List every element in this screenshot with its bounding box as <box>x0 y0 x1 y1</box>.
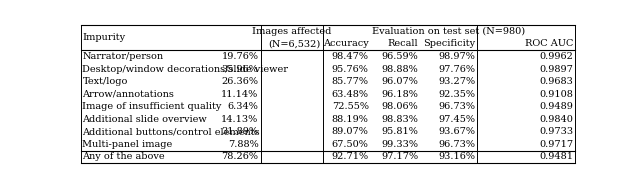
Text: 95.76%: 95.76% <box>332 65 369 73</box>
Text: 78.26%: 78.26% <box>221 152 259 162</box>
Text: 26.36%: 26.36% <box>221 77 259 86</box>
Text: 98.97%: 98.97% <box>438 52 476 61</box>
Text: 93.16%: 93.16% <box>438 152 476 162</box>
Text: Recall: Recall <box>388 39 419 48</box>
Text: 0.9489: 0.9489 <box>540 102 573 111</box>
Text: 11.14%: 11.14% <box>221 90 259 99</box>
Text: 0.9108: 0.9108 <box>540 90 573 99</box>
Text: 0.9897: 0.9897 <box>540 65 573 73</box>
Text: 0.9683: 0.9683 <box>540 77 573 86</box>
Text: ROC AUC: ROC AUC <box>525 39 573 48</box>
Text: 96.59%: 96.59% <box>381 52 419 61</box>
Text: 7.88%: 7.88% <box>228 140 259 149</box>
Text: Any of the above: Any of the above <box>83 152 165 162</box>
Text: Specificity: Specificity <box>423 39 476 48</box>
Text: Additional buttons/control elements: Additional buttons/control elements <box>83 127 260 136</box>
Text: 98.47%: 98.47% <box>332 52 369 61</box>
Text: 89.07%: 89.07% <box>332 127 369 136</box>
Text: 97.17%: 97.17% <box>381 152 419 162</box>
Text: 88.19%: 88.19% <box>332 115 369 124</box>
Text: Additional slide overview: Additional slide overview <box>83 115 207 124</box>
Text: Arrow/annotations: Arrow/annotations <box>83 90 174 99</box>
Text: 0.9481: 0.9481 <box>540 152 573 162</box>
Text: Desktop/window decorations/slide viewer: Desktop/window decorations/slide viewer <box>83 65 289 73</box>
Text: 63.48%: 63.48% <box>332 90 369 99</box>
Text: 93.67%: 93.67% <box>438 127 476 136</box>
Text: 98.88%: 98.88% <box>381 65 419 73</box>
Text: 0.9840: 0.9840 <box>540 115 573 124</box>
Text: Evaluation on test set (N=980): Evaluation on test set (N=980) <box>372 27 525 36</box>
Text: 14.13%: 14.13% <box>221 115 259 124</box>
Text: 6.34%: 6.34% <box>228 102 259 111</box>
Text: 0.9962: 0.9962 <box>540 52 573 61</box>
Text: 31.89%: 31.89% <box>221 127 259 136</box>
Text: 72.55%: 72.55% <box>332 102 369 111</box>
Text: Image of insufficient quality: Image of insufficient quality <box>83 102 222 111</box>
Text: 99.33%: 99.33% <box>381 140 419 149</box>
Text: 67.50%: 67.50% <box>332 140 369 149</box>
Text: 35.96%: 35.96% <box>221 65 259 73</box>
Text: Text/logo: Text/logo <box>83 77 128 86</box>
Text: Accuracy: Accuracy <box>323 39 369 48</box>
Text: Multi-panel image: Multi-panel image <box>83 140 173 149</box>
Text: 98.06%: 98.06% <box>381 102 419 111</box>
Text: 0.9717: 0.9717 <box>540 140 573 149</box>
Text: Images affected: Images affected <box>252 27 332 36</box>
Text: 96.73%: 96.73% <box>438 140 476 149</box>
Text: 96.18%: 96.18% <box>381 90 419 99</box>
Text: 97.45%: 97.45% <box>438 115 476 124</box>
Text: Impurity: Impurity <box>83 33 125 42</box>
Text: 96.07%: 96.07% <box>381 77 419 86</box>
Text: 95.81%: 95.81% <box>381 127 419 136</box>
Text: 97.76%: 97.76% <box>438 65 476 73</box>
Text: 96.73%: 96.73% <box>438 102 476 111</box>
Text: 92.35%: 92.35% <box>438 90 476 99</box>
Text: 0.9733: 0.9733 <box>540 127 573 136</box>
Text: (N=6,532): (N=6,532) <box>268 39 321 48</box>
Text: 92.71%: 92.71% <box>332 152 369 162</box>
Text: 93.27%: 93.27% <box>438 77 476 86</box>
Text: 19.76%: 19.76% <box>221 52 259 61</box>
Text: 85.77%: 85.77% <box>332 77 369 86</box>
Text: Narrator/person: Narrator/person <box>83 52 164 61</box>
Text: 98.83%: 98.83% <box>381 115 419 124</box>
